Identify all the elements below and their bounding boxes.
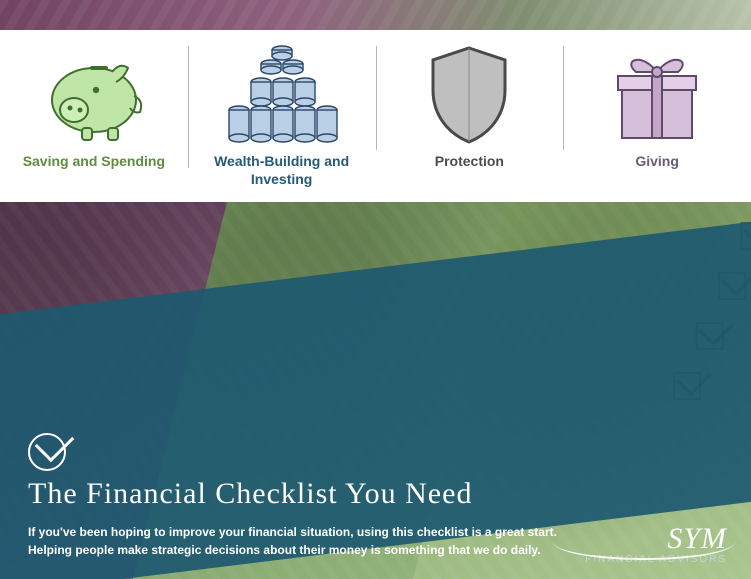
hero-title: The Financial Checklist You Need xyxy=(28,477,731,511)
shield-icon xyxy=(404,38,534,150)
nav-item-protection[interactable]: Protection xyxy=(376,38,564,170)
hero-overlay: The Financial Checklist You Need If you'… xyxy=(0,369,751,579)
check-circle-icon xyxy=(28,433,66,471)
hero-subtitle: If you've been hoping to improve your fi… xyxy=(28,523,568,559)
hero-section: The Financial Checklist You Need If you'… xyxy=(0,202,751,579)
nav-label: Wealth-Building and Investing xyxy=(202,152,362,188)
nav-item-wealth[interactable]: Wealth-Building and Investing xyxy=(188,38,376,188)
hero-sub-line2: Helping people make strategic decisions … xyxy=(28,543,541,557)
nav-label: Protection xyxy=(435,152,504,170)
category-nav: Saving and Spending xyxy=(0,30,751,202)
nav-item-saving[interactable]: Saving and Spending xyxy=(0,38,188,170)
gift-icon xyxy=(592,38,722,150)
brand-name: SYM xyxy=(585,522,727,556)
brand-logo: SYM FINANCIAL ADVISORS xyxy=(585,522,727,565)
piggy-bank-icon xyxy=(29,38,159,150)
nav-label: Giving xyxy=(635,152,679,170)
nav-label: Saving and Spending xyxy=(23,152,165,170)
nav-item-giving[interactable]: Giving xyxy=(563,38,751,170)
top-photo-strip xyxy=(0,0,751,30)
coin-stack-icon xyxy=(217,38,347,150)
hero-sub-line1: If you've been hoping to improve your fi… xyxy=(28,525,557,539)
